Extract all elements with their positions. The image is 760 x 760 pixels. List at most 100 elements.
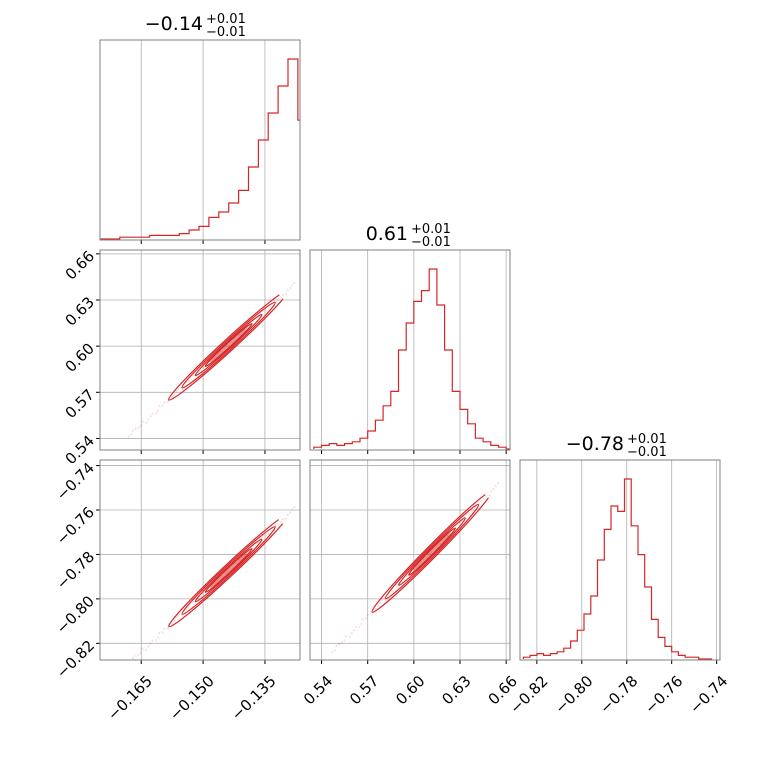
contour-level <box>181 526 276 615</box>
scatter-point <box>274 524 277 527</box>
scatter-point <box>358 625 361 628</box>
y-tick-label: 0.57 <box>62 386 98 422</box>
panel-background <box>100 250 300 450</box>
title-param-3-plus: +0.01 <box>627 432 667 447</box>
scatter-point <box>149 642 152 645</box>
scatter-point <box>494 484 497 487</box>
scatter-point <box>137 426 140 429</box>
scatter-point <box>378 601 381 604</box>
title-param-2: 0.61 +0.01 −0.01 <box>366 222 451 250</box>
scatter-point <box>141 647 144 650</box>
scatter-point <box>279 296 282 299</box>
scatter-point <box>333 649 336 652</box>
x-tick-label: −0.76 <box>641 672 686 717</box>
panel-background <box>310 460 510 660</box>
scatter-point <box>139 424 142 427</box>
contour-level <box>408 527 456 576</box>
scatter-point <box>340 641 343 644</box>
scatter-point <box>344 635 347 638</box>
scatter-point <box>293 281 296 285</box>
scatter-point <box>380 598 384 601</box>
scatter-point <box>267 532 270 535</box>
scatter-point <box>291 508 294 511</box>
scatter-point <box>127 435 130 438</box>
y-tick-label: −0.82 <box>53 637 98 682</box>
scatter-point <box>264 309 268 312</box>
y-tick-label: −0.78 <box>53 548 98 593</box>
scatter-point <box>281 518 284 521</box>
scatter-point <box>130 433 133 436</box>
scatter-point <box>177 387 180 390</box>
scatter-point <box>335 644 338 648</box>
x-tick-label: −0.135 <box>228 672 280 724</box>
scatter-point <box>492 488 495 491</box>
scatter-point <box>264 533 268 537</box>
scatter-point <box>490 490 493 493</box>
scatter-point <box>366 613 369 617</box>
y-tick-label: 0.63 <box>62 293 98 329</box>
scatter-point <box>137 653 140 656</box>
title-param-1-minus: −0.01 <box>206 25 246 40</box>
panel-frame <box>99 249 301 451</box>
contour-core <box>210 553 247 588</box>
scatter-point <box>337 643 341 646</box>
title-param-3: −0.78 +0.01 −0.01 <box>566 432 667 460</box>
scatter-point <box>480 500 483 503</box>
scatter-point <box>166 400 169 403</box>
scatter-point <box>286 513 289 516</box>
scatter-point <box>181 615 184 618</box>
scatter-point <box>354 626 358 629</box>
scatter-point <box>171 622 174 625</box>
title-param-1-median: −0.14 <box>145 13 203 35</box>
x-tick-label: −0.80 <box>551 672 596 717</box>
scatter-point <box>134 427 137 430</box>
title-param-1: −0.14 +0.01 −0.01 <box>145 12 246 40</box>
contour-level <box>204 548 253 593</box>
y-tick-label: 0.66 <box>62 247 98 283</box>
panel-3-3: −0.82 −0.80 −0.78 −0.76 −0.74 <box>506 459 731 717</box>
scatter-point <box>130 661 132 663</box>
scatter-point <box>141 420 144 423</box>
scatter-point <box>348 635 351 639</box>
contour-level <box>181 301 276 389</box>
scatter-point <box>361 618 364 621</box>
scatter-point <box>192 374 195 377</box>
scatter-point <box>147 418 150 421</box>
scatter-point <box>482 497 486 501</box>
scatter-point <box>285 293 288 296</box>
scatter-point <box>161 404 164 407</box>
scatter-point <box>289 287 292 290</box>
contour-core <box>413 533 451 571</box>
scatter-point <box>175 390 178 393</box>
scatter-point <box>267 308 270 311</box>
scatter-point <box>279 520 282 523</box>
scatter-point <box>157 409 160 412</box>
scatter-point <box>343 639 346 642</box>
scatter-point <box>128 663 130 665</box>
scatter-point <box>496 482 499 485</box>
scatter-point <box>285 517 288 520</box>
scatter-point <box>173 393 176 396</box>
panel-frame <box>99 39 301 241</box>
x-tick-label: 0.54 <box>300 672 336 708</box>
scatter-point <box>331 651 334 654</box>
x-tick-label: −0.78 <box>596 672 641 717</box>
scatter-point <box>147 645 150 648</box>
scatter-point <box>145 648 148 651</box>
scatter-point <box>391 590 394 593</box>
panel-3-2: 0.54 0.57 0.60 0.63 0.66 <box>300 459 521 708</box>
panel-background <box>520 460 720 660</box>
scatter-point <box>171 395 174 399</box>
title-param-1-plus: +0.01 <box>206 12 246 27</box>
scatter-point <box>477 502 480 505</box>
panel-background <box>100 40 300 240</box>
contour-level <box>194 538 263 603</box>
x-tick-label: 0.60 <box>392 672 428 708</box>
scatter-point <box>385 599 388 602</box>
scatter-point <box>293 506 296 509</box>
panels-group: 0.540.570.600.630.66−0.82−0.80−0.78−0.76… <box>53 39 731 724</box>
scatter-point <box>370 613 373 616</box>
scatter-point <box>350 632 353 635</box>
scatter-point <box>181 388 184 391</box>
